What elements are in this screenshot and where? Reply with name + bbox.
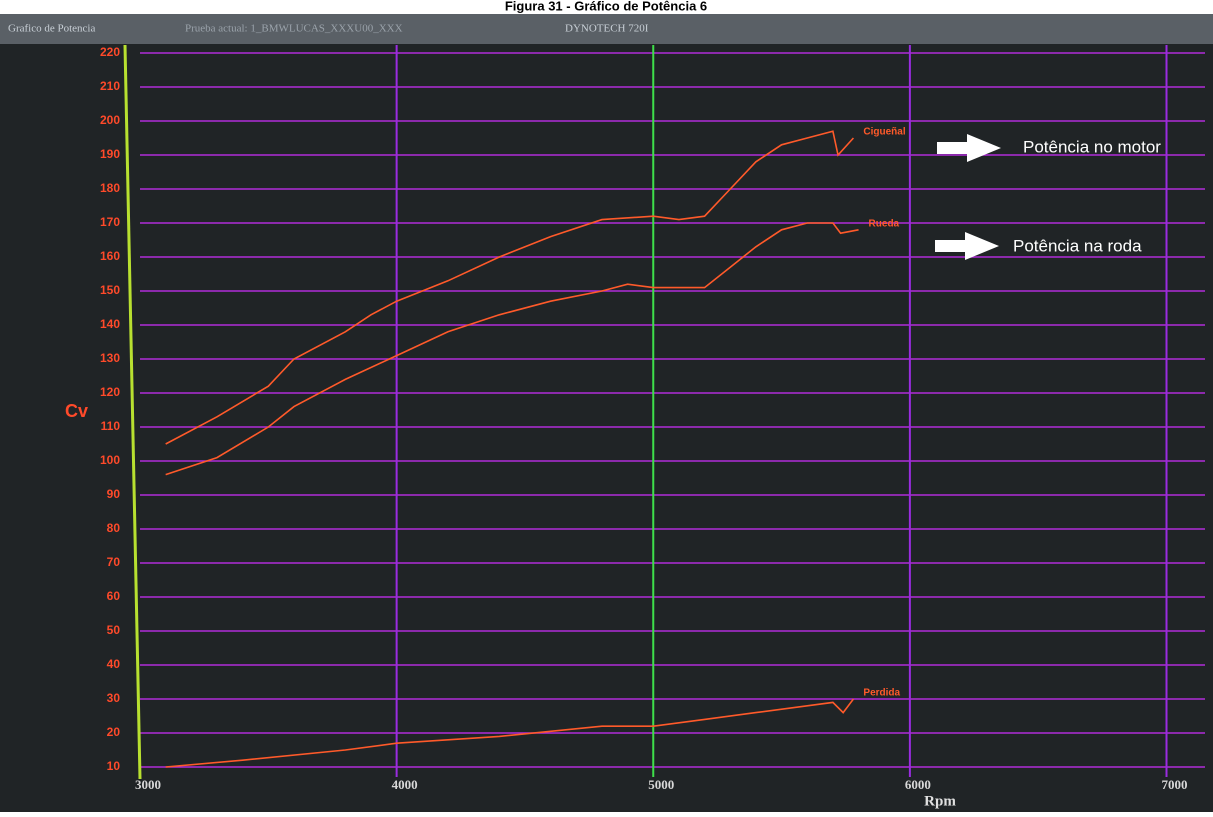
y-tick-label: 120 <box>100 385 120 399</box>
series-label: Cigueñal <box>863 127 905 138</box>
x-tick-label: 6000 <box>905 777 931 792</box>
caption: Figura 31 - Gráfico de Potência 6 <box>505 0 707 13</box>
y-tick-label: 30 <box>107 691 121 705</box>
window-tab: Grafico de Potencia <box>8 23 95 35</box>
window-tab: DYNOTECH 720I <box>565 23 649 35</box>
annotation: Potência no motor <box>1023 137 1161 156</box>
y-tick-label: 60 <box>107 589 121 603</box>
y-tick-label: 180 <box>100 181 120 195</box>
y-tick-label: 200 <box>100 113 120 127</box>
window-tab: Prueba actual: 1_BMWLUCAS_XXXU00_XXX <box>185 23 403 35</box>
x-tick-label: 3000 <box>135 777 161 792</box>
y-tick-label: 190 <box>100 147 120 161</box>
y-tick-label: 70 <box>107 555 121 569</box>
series-label: Rueda <box>869 218 900 229</box>
y-tick-label: 220 <box>100 45 120 59</box>
series-label: Perdida <box>863 688 900 699</box>
y-tick-label: 130 <box>100 351 120 365</box>
x-axis-label: Rpm <box>924 793 956 809</box>
y-tick-label: 210 <box>100 79 120 93</box>
x-tick-label: 5000 <box>648 777 674 792</box>
x-tick-label: 4000 <box>392 777 418 792</box>
y-tick-label: 40 <box>107 657 121 671</box>
annotation: Potência na roda <box>1013 236 1142 255</box>
y-tick-label: 160 <box>100 249 120 263</box>
y-axis-label: Cv <box>65 401 88 421</box>
y-tick-label: 90 <box>107 487 121 501</box>
screen <box>0 14 1213 812</box>
y-tick-label: 150 <box>100 283 120 297</box>
chart: Figura 31 - Gráfico de Potência 6 Grafic… <box>0 0 1213 812</box>
y-tick-label: 20 <box>107 725 121 739</box>
y-tick-label: 80 <box>107 521 121 535</box>
y-tick-label: 110 <box>101 419 121 433</box>
y-tick-label: 10 <box>107 759 121 773</box>
x-tick-label: 7000 <box>1162 777 1188 792</box>
y-tick-label: 140 <box>100 317 120 331</box>
y-tick-label: 50 <box>107 623 121 637</box>
y-tick-label: 170 <box>100 215 120 229</box>
y-tick-label: 100 <box>100 453 120 467</box>
